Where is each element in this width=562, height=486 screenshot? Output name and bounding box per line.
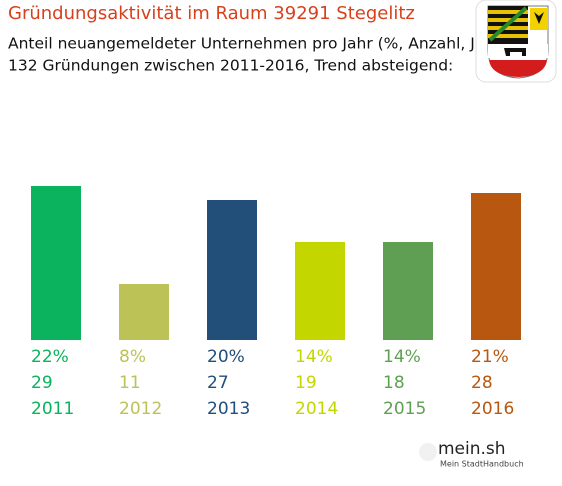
- brand-tagline: Mein StadtHandbuch: [440, 460, 524, 469]
- coat-of-arms: [475, 0, 557, 83]
- bar: [31, 186, 81, 340]
- bar: [207, 200, 257, 340]
- subtitle: Anteil neuangemeldeter Unternehmen pro J…: [8, 35, 507, 53]
- value-label: 21%: [471, 347, 509, 367]
- bar: [383, 242, 433, 340]
- x-tick-label: 2016: [471, 399, 514, 419]
- x-tick-label: 2011: [31, 399, 74, 419]
- value-label: 22%: [31, 347, 69, 367]
- x-tick-label: 2012: [119, 399, 162, 419]
- chart-title: Gründungsaktivität im Raum 39291 Stegeli…: [8, 3, 415, 24]
- count-label: 18: [383, 373, 405, 393]
- bar: [471, 193, 521, 340]
- brand-logo: mein.sh Mein StadtHandbuch: [419, 439, 524, 469]
- count-label: 19: [295, 373, 317, 393]
- value-label: 8%: [119, 347, 146, 367]
- value-label: 14%: [295, 347, 333, 367]
- value-label: 20%: [207, 347, 245, 367]
- x-tick-label: 2014: [295, 399, 338, 419]
- value-label: 14%: [383, 347, 421, 367]
- bar: [119, 284, 169, 340]
- x-tick-label: 2013: [207, 399, 250, 419]
- count-label: 28: [471, 373, 493, 393]
- subtitle: 132 Gründungen zwischen 2011-2016, Trend…: [8, 57, 453, 75]
- bar: [295, 242, 345, 340]
- count-label: 11: [119, 373, 141, 393]
- x-tick-label: 2015: [383, 399, 426, 419]
- count-label: 27: [207, 373, 229, 393]
- count-label: 29: [31, 373, 53, 393]
- brand-name: mein.sh: [438, 439, 506, 459]
